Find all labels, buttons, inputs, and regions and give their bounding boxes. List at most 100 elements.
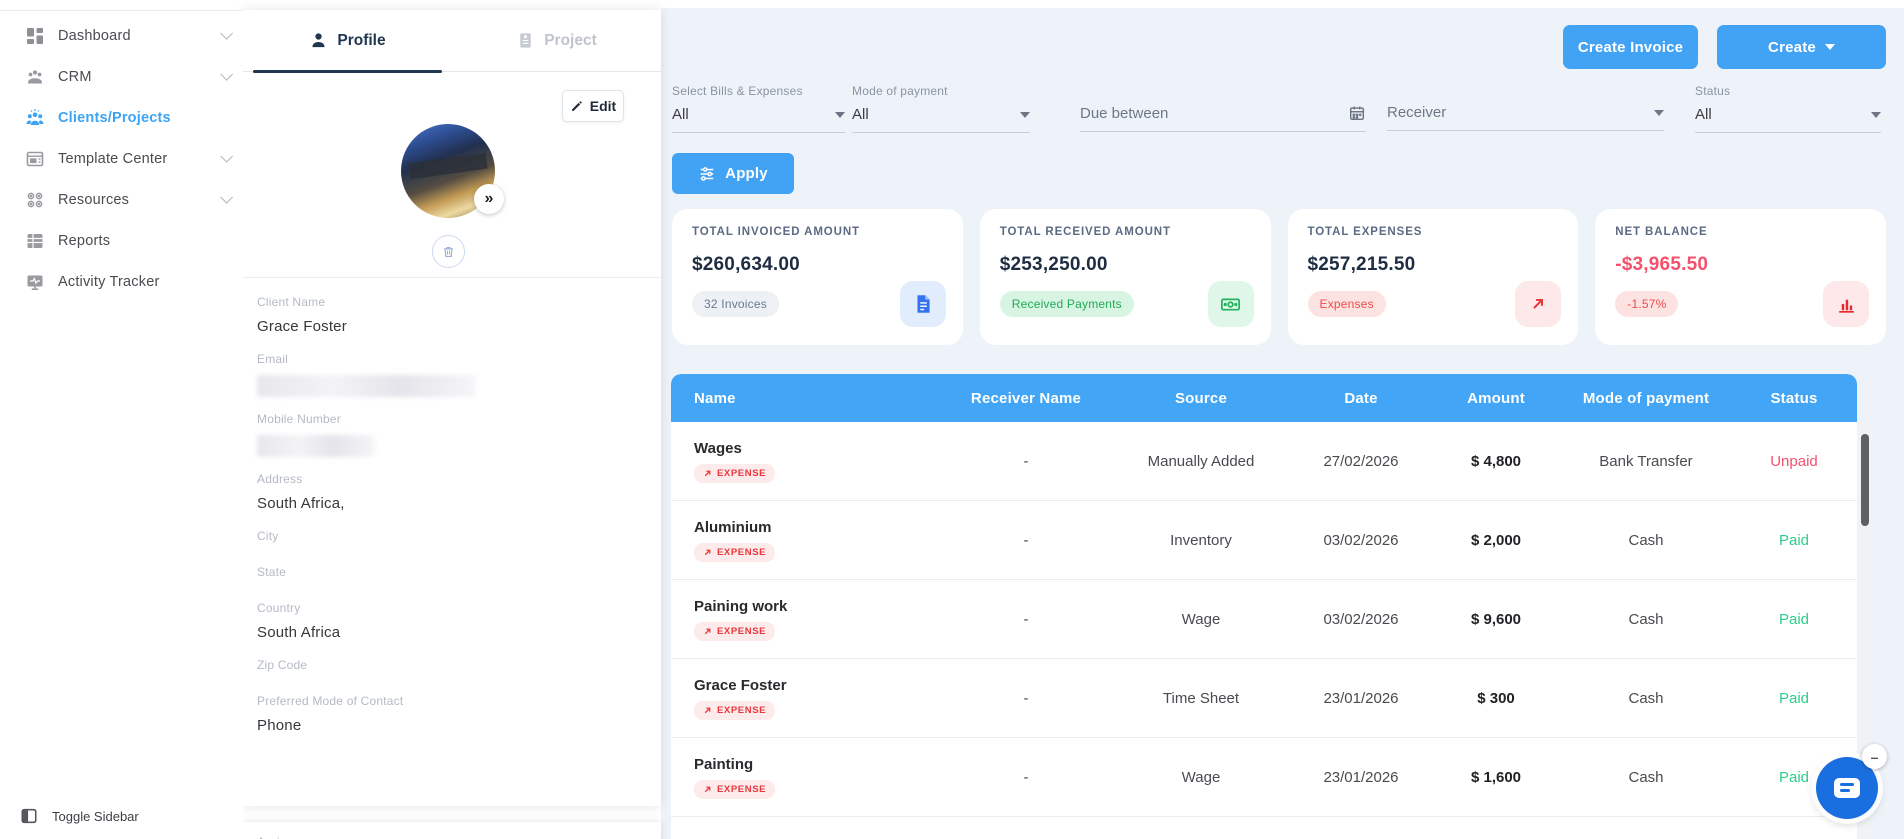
profile-tabs: Profile Project [243,10,661,73]
card-total-invoiced: TOTAL INVOICED AMOUNT $260,634.00 32 Inv… [672,209,963,345]
sidebar-item-resources[interactable]: Resources [0,179,243,220]
field-label-country: Country [257,601,301,615]
row-name: Aluminium [694,518,772,536]
table-row[interactable]: Paining work EXPENSE - Wage 03/02/2026 $… [671,580,1857,659]
arrow-up-right-icon [704,628,711,634]
cell-date: 23/01/2026 [1323,689,1399,707]
create-label: Create [1768,38,1816,56]
expense-badge: EXPENSE [694,700,776,720]
redacted-email-value [257,375,475,397]
expense-badge-label: EXPENSE [717,704,767,716]
sidebar-item-crm[interactable]: CRM [0,56,243,97]
create-button[interactable]: Create [1717,25,1886,69]
received-payments-badge: Received Payments [999,291,1134,317]
sidebar-item-reports[interactable]: Reports [0,220,243,261]
caret-down-icon [1824,44,1835,50]
table-row[interactable]: Grace Foster EXPENSE - Time Sheet 23/01/… [671,659,1857,738]
resources-icon [25,190,45,210]
sidebar-item-dashboard[interactable]: Dashboard [0,15,243,56]
sidebar-item-label: CRM [58,68,92,85]
apply-button-label: Apply [725,165,768,182]
cell-date: 27/02/2026 [1323,452,1399,470]
field-label-state: State [257,565,287,579]
chevron-down-icon [220,68,233,81]
chat-icon [1834,778,1860,798]
sidebar-item-activity-tracker[interactable]: Activity Tracker [0,261,243,302]
scrollbar-thumb[interactable] [1860,434,1869,526]
column-header-source: Source [1174,389,1228,407]
card-amount: $260,634.00 [692,254,800,275]
card-amount: $253,250.00 [999,254,1108,275]
bills-expenses-select[interactable]: All [672,106,845,133]
toggle-sidebar-button[interactable]: Toggle Sidebar [0,807,139,825]
next-avatar-button[interactable]: » [474,184,504,214]
cell-amount: $ 4,800 [1470,452,1522,470]
expense-badge-label: EXPENSE [717,625,767,637]
expense-badge-label: EXPENSE [717,783,767,795]
tab-profile[interactable]: Profile [243,10,452,73]
sidebar-item-label: Reports [58,232,111,249]
create-invoice-button[interactable]: Create Invoice [1563,25,1698,69]
tab-profile-label: Profile [337,31,386,49]
pencil-icon [570,99,584,113]
edit-button[interactable]: Edit [562,90,624,122]
sidebar-item-template-center[interactable]: Template Center [0,138,243,179]
expense-badge: EXPENSE [694,621,776,641]
field-label-city: City [257,529,279,543]
apply-filters-button[interactable]: Apply [672,153,794,194]
reports-icon [25,231,45,251]
calendar-icon [1348,104,1366,122]
table-row[interactable]: Aluminium EXPENSE - Inventory 03/02/2026… [671,501,1857,580]
assignees-card: Assignees [243,822,661,839]
column-header-status: Status [1770,389,1818,407]
receiver-select[interactable]: Receiver [1387,104,1664,131]
tab-project[interactable]: Project [452,10,661,71]
field-value-country: South Africa [257,624,341,641]
card-total-expenses: TOTAL EXPENSES $257,215.50 Expenses [1287,209,1579,345]
cash-icon [1207,281,1254,327]
expense-badge-label: EXPENSE [717,546,767,558]
column-header-amount: Amount [1467,389,1525,407]
trash-icon [444,247,453,257]
row-name: Paining work [694,597,788,615]
net-balance-percent-badge: -1.57% [1615,291,1679,317]
caret-down-icon [1871,111,1881,118]
arrow-up-right-icon [704,549,711,555]
field-label-email: Email [257,352,289,366]
sidebar: Dashboard CRM Clients/Projects [0,10,243,839]
cell-mode: Bank Transfer [1599,452,1693,470]
cell-amount: $ 9,600 [1470,610,1522,628]
due-between-datepicker[interactable]: Due between [1080,104,1366,132]
status-select[interactable]: All [1695,106,1881,133]
main-content: Create Invoice Create Select Bills & Exp… [661,8,1904,839]
table-row[interactable]: Painting EXPENSE - Wage 23/01/2026 $ 1,6… [671,738,1857,817]
cell-receiver: - [1023,610,1029,628]
clients-projects-icon [25,108,45,128]
field-value-preferred-contact: Phone [257,717,302,734]
toggle-sidebar-label: Toggle Sidebar [52,808,139,824]
client-avatar[interactable]: » [401,124,504,218]
chevron-down-icon [220,27,233,40]
field-label-client-name: Client Name [257,295,326,309]
cell-amount: $ 2,000 [1470,531,1522,549]
cell-mode: Cash [1628,689,1664,707]
table-row[interactable]: Wages EXPENSE - Manually Added 27/02/202… [671,422,1857,501]
arrow-up-right-icon [704,707,711,713]
card-title: TOTAL INVOICED AMOUNT [692,226,860,238]
expense-badge: EXPENSE [694,542,776,562]
card-title: TOTAL RECEIVED AMOUNT [999,226,1171,238]
mode-of-payment-select[interactable]: All [852,106,1030,133]
cell-status: Unpaid [1770,452,1818,470]
expenses-table: Name Receiver Name Source Date Amount Mo… [671,374,1857,839]
filter-status: Status All [1695,84,1881,133]
filter-value: All [1695,106,1712,123]
sidebar-item-label: Activity Tracker [58,273,160,290]
delete-avatar-button[interactable] [432,235,465,268]
chat-minimize-button[interactable]: – [1862,744,1887,769]
column-header-name: Name [694,389,736,407]
cell-source: Wage [1181,768,1221,786]
sidebar-item-clients-projects[interactable]: Clients/Projects [0,97,243,138]
field-label-preferred-contact: Preferred Mode of Contact [257,694,404,708]
filter-due-between: Due between [1080,84,1366,132]
cell-source: Inventory [1170,531,1232,549]
